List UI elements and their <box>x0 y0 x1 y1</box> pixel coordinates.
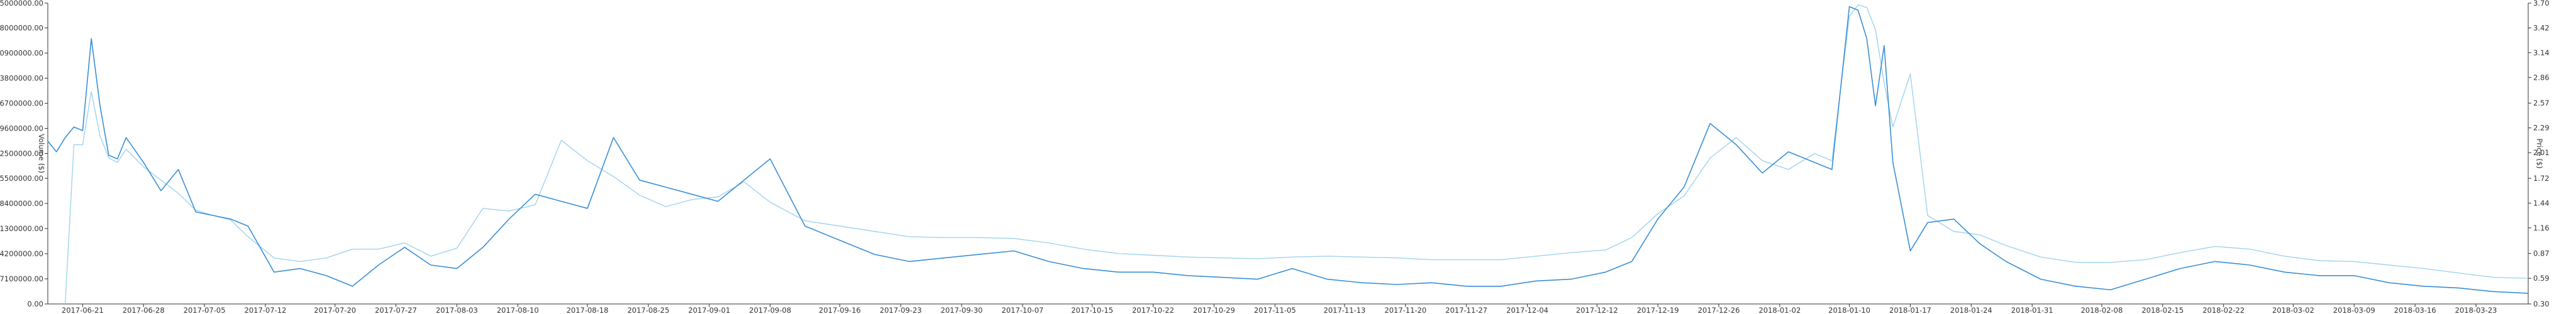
x-tick-label: 2018-01-10 <box>1828 306 1870 314</box>
x-tick-label: 2017-08-10 <box>497 306 539 314</box>
left-tick-label: 28400000.00 <box>0 199 43 208</box>
x-tick-label: 2017-12-04 <box>1506 306 1548 314</box>
right-y-axis-title: Price ($) <box>2535 139 2544 169</box>
x-tick-label: 2018-01-02 <box>1758 306 1801 314</box>
x-tick-label: 2017-07-27 <box>375 306 417 314</box>
x-tick-label: 2017-07-20 <box>314 306 356 314</box>
x-tick-label: 2018-03-16 <box>2394 306 2436 314</box>
right-tick-label: 2.86 <box>2533 73 2550 82</box>
left-y-axis-title: Volume ($) <box>37 134 46 173</box>
x-tick-label: 2018-03-23 <box>2455 306 2497 314</box>
x-tick-label: 2017-09-30 <box>941 306 983 314</box>
x-tick-label: 2017-09-01 <box>688 306 730 314</box>
x-tick-label: 2017-09-23 <box>880 306 922 314</box>
x-tick-label: 2017-12-12 <box>1576 306 1618 314</box>
x-tick-label: 2018-01-17 <box>1889 306 1931 314</box>
x-tick-label: 2017-11-13 <box>1324 306 1366 314</box>
right-tick-label: 0.87 <box>2533 249 2550 258</box>
x-tick-label: 2017-12-19 <box>1637 306 1679 314</box>
x-tick-label: 2017-10-22 <box>1132 306 1174 314</box>
x-tick-label: 2017-07-12 <box>245 306 287 314</box>
right-tick-label: 3.14 <box>2533 48 2550 57</box>
x-tick-label: 2018-03-09 <box>2333 306 2375 314</box>
left-tick-label: 78000000.00 <box>0 23 43 32</box>
left-tick-label: 70900000.00 <box>0 48 43 57</box>
left-tick-label: 14200000.00 <box>0 249 43 258</box>
volume-series-line <box>47 6 2529 294</box>
x-tick-label: 2017-10-07 <box>1002 306 1044 314</box>
price-series-line <box>65 4 2529 305</box>
left-tick-label: 35500000.00 <box>0 174 43 183</box>
left-tick-label: 21300000.00 <box>0 224 43 233</box>
x-tick-label: 2017-08-18 <box>567 306 609 314</box>
x-tick-label: 2017-08-03 <box>436 306 478 314</box>
x-tick-label: 2017-06-21 <box>62 306 104 314</box>
x-tick-label: 2017-12-26 <box>1698 306 1740 314</box>
x-tick-label: 2017-07-05 <box>184 306 226 314</box>
x-tick-label: 2017-09-16 <box>819 306 861 314</box>
x-tick-label: 2018-01-24 <box>1950 306 1992 314</box>
left-tick-label: 56700000.00 <box>0 99 43 107</box>
right-tick-label: 0.59 <box>2533 274 2550 283</box>
x-tick-label: 2018-02-08 <box>2080 306 2123 314</box>
left-y-ticks: 0.00 7100000.00 14200000.00 21300000.00 2840… <box>0 0 48 308</box>
x-tick-label: 2018-02-22 <box>2202 306 2245 314</box>
right-tick-label: 3.42 <box>2533 23 2550 32</box>
x-tick-label: 2017-10-29 <box>1193 306 1235 314</box>
x-tick-label: 2017-11-20 <box>1384 306 1426 314</box>
right-tick-label: 1.44 <box>2533 198 2550 207</box>
right-tick-label: 1.72 <box>2533 174 2550 183</box>
chart-axes <box>47 3 2529 305</box>
right-tick-label: 2.01 <box>2533 148 2550 157</box>
x-tick-label: 2018-02-15 <box>2141 306 2184 314</box>
left-tick-label: 63800000.00 <box>0 73 43 82</box>
right-tick-label: 0.30 <box>2533 300 2550 308</box>
x-tick-label: 2018-01-31 <box>2011 306 2053 314</box>
x-ticks: 2017-06-21 2017-06-28 2017-07-05 2017-07-12… <box>62 304 2497 314</box>
left-tick-label: 7100000.00 <box>0 274 43 283</box>
x-tick-label: 2017-10-15 <box>1071 306 1113 314</box>
right-tick-label: 1.16 <box>2533 224 2550 232</box>
left-tick-label: 49600000.00 <box>0 124 43 133</box>
x-tick-label: 2017-11-05 <box>1254 306 1296 314</box>
left-tick-label: 42500000.00 <box>0 149 43 158</box>
x-tick-label: 2017-06-28 <box>123 306 165 314</box>
right-tick-label: 3.70 <box>2533 0 2550 8</box>
left-tick-label: 0.00 <box>27 300 43 308</box>
right-y-ticks: 0.30 0.59 0.87 1.16 1.44 1.72 2.01 2.29 2.57 2.86… <box>2528 0 2550 308</box>
x-tick-label: 2017-11-27 <box>1445 306 1487 314</box>
series-lines <box>47 4 2529 305</box>
x-tick-label: 2017-08-25 <box>627 306 669 314</box>
right-tick-label: 2.57 <box>2533 99 2550 107</box>
x-tick-label: 2017-09-08 <box>749 306 791 314</box>
left-tick-label: 85000000.00 <box>0 0 43 8</box>
right-tick-label: 2.29 <box>2533 124 2550 133</box>
x-tick-label: 2018-03-02 <box>2272 306 2314 314</box>
